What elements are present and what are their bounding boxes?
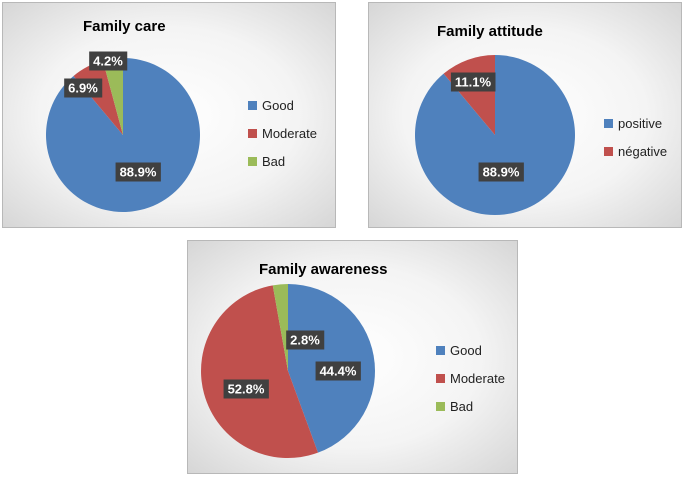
pie-slice-bad xyxy=(102,58,123,135)
legend-label: Bad xyxy=(450,398,474,414)
family-care-chart: 88.9% 6.9% 4.2% Family care Good Moderate … xyxy=(2,2,336,228)
data-label: 44.4% xyxy=(315,361,361,381)
data-label: 88.9% xyxy=(115,162,161,182)
pie-slice-bad xyxy=(272,284,288,371)
legend-label: Good xyxy=(262,97,294,113)
svg-text:6.9%: 6.9% xyxy=(68,81,98,96)
legend-swatch xyxy=(604,146,613,156)
legend-item-moderate: Moderate xyxy=(436,364,505,392)
family-care-pie: 88.9% 6.9% 4.2% xyxy=(46,51,201,212)
data-label: 11.1% xyxy=(450,72,496,92)
family-attitude-pie: 88.9% 11.1% xyxy=(414,55,575,216)
legend-swatch xyxy=(248,100,257,110)
svg-text:44.4%: 44.4% xyxy=(320,364,357,379)
legend-label: négative xyxy=(618,143,668,159)
data-label: 4.2% xyxy=(89,51,128,71)
chart-title: Family attitude xyxy=(437,23,543,40)
legend-item-good: Good xyxy=(248,91,317,119)
legend-label: Moderate xyxy=(450,370,505,386)
legend-label: Bad xyxy=(262,153,286,169)
data-label: 88.9% xyxy=(478,162,524,182)
svg-text:11.1%: 11.1% xyxy=(455,75,492,90)
data-label: 2.8% xyxy=(286,330,325,350)
legend-swatch xyxy=(436,373,445,383)
legend-swatch xyxy=(436,345,445,355)
legend-item-good: Good xyxy=(436,336,505,364)
svg-text:52.8%: 52.8% xyxy=(228,382,265,397)
chart-legend: Good Moderate Bad xyxy=(248,91,317,175)
chart-title: Family awareness xyxy=(259,261,388,278)
legend-swatch xyxy=(248,128,257,138)
legend-item-bad: Bad xyxy=(436,392,505,420)
legend-label: Good xyxy=(450,342,482,358)
chart-legend: Good Moderate Bad xyxy=(436,336,505,420)
pie-slice-positive xyxy=(414,55,575,216)
family-awareness-chart: 44.4% 52.8% 2.8% Family awareness Good Mod… xyxy=(187,240,518,474)
family-attitude-chart: 88.9% 11.1% Family attitude positive néga… xyxy=(368,2,682,228)
chart-title: Family care xyxy=(83,18,166,35)
data-label: 52.8% xyxy=(223,379,269,399)
legend-item-bad: Bad xyxy=(248,147,317,175)
svg-text:2.8%: 2.8% xyxy=(290,333,320,348)
pie-slice-moderate xyxy=(201,285,318,458)
legend-item-negative: négative xyxy=(604,137,667,165)
legend-item-positive: positive xyxy=(604,109,667,137)
family-awareness-pie: 44.4% 52.8% 2.8% xyxy=(201,284,375,458)
legend-swatch xyxy=(436,401,445,411)
data-label: 6.9% xyxy=(64,78,103,98)
legend-swatch xyxy=(248,156,257,166)
legend-item-moderate: Moderate xyxy=(248,119,317,147)
legend-swatch xyxy=(604,118,613,128)
legend-label: positive xyxy=(618,115,663,131)
legend-label: Moderate xyxy=(262,125,317,141)
chart-legend: positive négative xyxy=(604,109,667,165)
svg-text:4.2%: 4.2% xyxy=(93,54,123,69)
svg-text:88.9%: 88.9% xyxy=(483,165,520,180)
svg-text:88.9%: 88.9% xyxy=(120,165,157,180)
